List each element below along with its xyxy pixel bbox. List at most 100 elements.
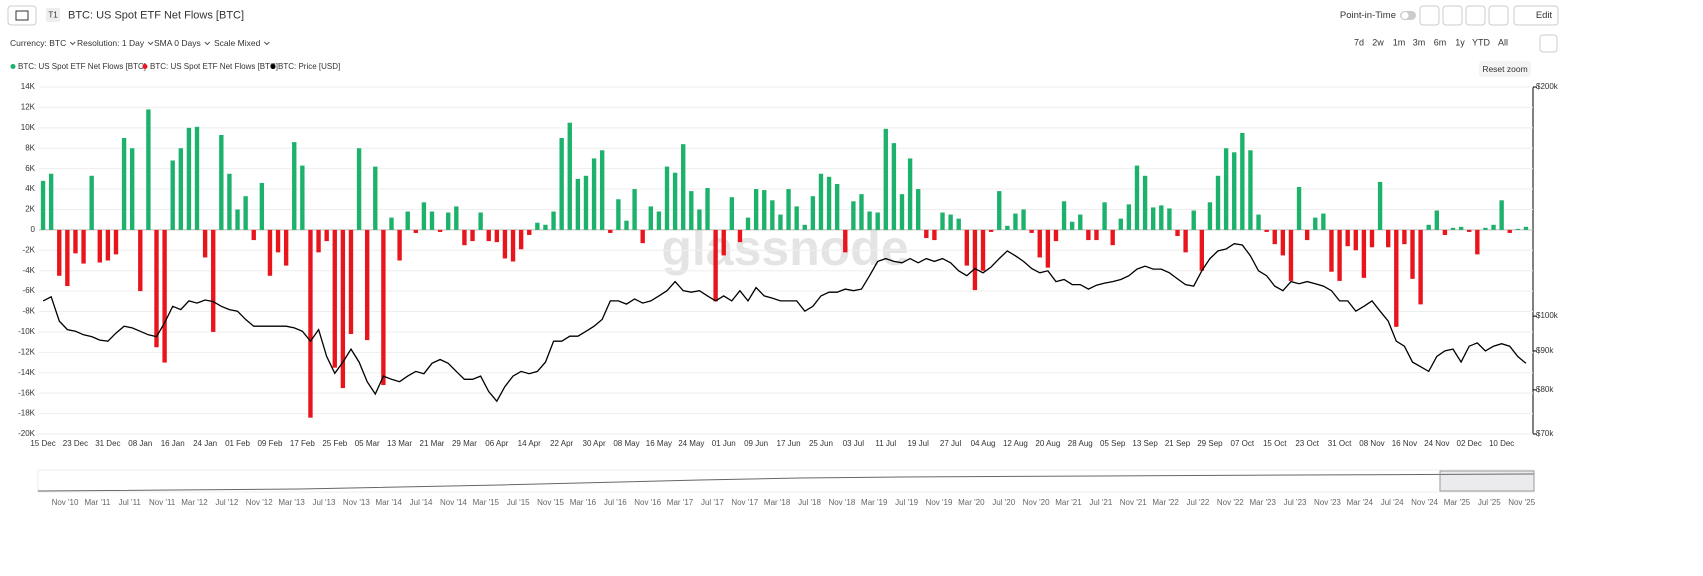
bar xyxy=(1442,229,1448,235)
bar xyxy=(1475,229,1480,255)
bar xyxy=(875,212,880,230)
navigator-label: Mar '14 xyxy=(375,498,402,507)
range-button[interactable]: YTD xyxy=(1472,37,1491,47)
bar xyxy=(1394,229,1399,327)
range-button[interactable]: 1y xyxy=(1455,37,1465,47)
control-dropdown[interactable]: Resolution: 1 Day xyxy=(77,38,145,48)
share-button[interactable] xyxy=(1465,5,1486,26)
bar xyxy=(632,189,637,230)
navigator-label: Jul '22 xyxy=(1187,498,1210,507)
bar xyxy=(259,182,265,230)
bar xyxy=(834,183,840,230)
bar xyxy=(1069,221,1075,230)
range-button[interactable]: 6m xyxy=(1434,37,1447,47)
navigator-label: Jul '17 xyxy=(701,498,724,507)
range-button[interactable]: 2w xyxy=(1372,37,1384,47)
y2-tick-label: $100k xyxy=(1536,311,1559,320)
bar xyxy=(1207,202,1213,230)
bar xyxy=(721,229,726,256)
navigator-label: Nov '20 xyxy=(1023,498,1050,507)
bar xyxy=(97,229,102,263)
range-button[interactable]: 7d xyxy=(1354,37,1364,47)
edit-button[interactable] xyxy=(1513,5,1559,26)
legend-label[interactable]: BTC: US Spot ETF Net Flows [BTC] xyxy=(18,62,146,71)
bar xyxy=(681,144,686,230)
y-tick-label: -10K xyxy=(18,327,36,336)
reset-zoom-button[interactable] xyxy=(1479,61,1531,77)
y-tick-label: 8K xyxy=(25,143,35,152)
navigator-label: Jul '12 xyxy=(215,498,238,507)
y-tick-label: 12K xyxy=(21,103,36,112)
x-tick-label: 29 Mar xyxy=(452,439,477,448)
legend-label[interactable]: BTC: Price [USD] xyxy=(278,62,340,71)
bar xyxy=(1426,224,1431,230)
x-tick-label: 24 May xyxy=(678,439,704,448)
x-tick-label: 10 Dec xyxy=(1489,439,1514,448)
control-dropdown[interactable]: Scale Mixed xyxy=(214,38,261,48)
navigator-label: Mar '20 xyxy=(958,498,985,507)
x-tick-label: 30 Apr xyxy=(583,439,606,448)
bar xyxy=(1458,226,1464,230)
bar xyxy=(146,109,151,230)
legend-label[interactable]: BTC: US Spot ETF Net Flows [BTC] xyxy=(150,62,278,71)
bar xyxy=(1361,229,1367,278)
navigator-label: Jul '21 xyxy=(1089,498,1112,507)
bar xyxy=(599,150,605,230)
bar xyxy=(648,206,653,230)
control-dropdown[interactable]: SMA 0 Days xyxy=(154,38,201,48)
x-tick-label: 28 Aug xyxy=(1068,439,1093,448)
navigator-label: Nov '19 xyxy=(926,498,953,507)
bar xyxy=(867,211,872,230)
calendar-button[interactable] xyxy=(1539,34,1558,53)
point-in-time-label: Point-in-Time xyxy=(1340,10,1396,21)
x-tick-label: 04 Aug xyxy=(971,439,996,448)
sidebar-button[interactable] xyxy=(7,5,37,26)
star-button[interactable] xyxy=(1419,5,1440,26)
bar xyxy=(478,212,483,230)
x-tick-label: 23 Oct xyxy=(1295,439,1319,448)
control-dropdown[interactable]: Currency: BTC xyxy=(10,38,66,48)
navigator-label: Jul '23 xyxy=(1284,498,1307,507)
bar xyxy=(1507,229,1512,233)
navigator-label: Mar '23 xyxy=(1249,498,1276,507)
range-button[interactable]: 1m xyxy=(1393,37,1406,47)
bar xyxy=(737,229,743,243)
y-tick-label: -20K xyxy=(18,429,36,438)
bar xyxy=(1175,229,1180,237)
bar xyxy=(997,191,1002,230)
y-tick-label: -14K xyxy=(18,368,36,377)
navigator-window[interactable] xyxy=(1439,470,1535,492)
x-tick-label: 31 Dec xyxy=(95,439,120,448)
navigator-label: Mar '12 xyxy=(181,498,208,507)
bar xyxy=(640,229,645,244)
bar xyxy=(373,166,378,230)
bar xyxy=(1288,229,1294,281)
bar xyxy=(551,211,556,230)
bar xyxy=(1296,187,1302,230)
navigator-label: Jul '19 xyxy=(895,498,918,507)
navigator-label: Mar '19 xyxy=(861,498,888,507)
alert-button[interactable] xyxy=(1442,5,1463,26)
x-tick-label: 13 Mar xyxy=(387,439,412,448)
range-button[interactable]: 3m xyxy=(1413,37,1426,47)
bar xyxy=(1523,226,1529,230)
x-tick-label: 08 Nov xyxy=(1359,439,1384,448)
range-button[interactable]: All xyxy=(1498,37,1508,47)
bar xyxy=(972,229,978,291)
bar xyxy=(891,143,897,230)
x-tick-label: 21 Mar xyxy=(420,439,445,448)
bar xyxy=(211,229,216,332)
navigator-label: Jul '25 xyxy=(1478,498,1501,507)
bar xyxy=(154,229,159,348)
bar xyxy=(1037,229,1042,258)
navigator-label: Mar '13 xyxy=(278,498,305,507)
copy-button[interactable] xyxy=(1488,5,1509,26)
bar xyxy=(1102,202,1107,230)
bar xyxy=(340,229,346,389)
bar xyxy=(267,229,273,276)
bar xyxy=(518,229,524,250)
bar xyxy=(89,175,94,230)
bar xyxy=(672,172,678,230)
bar xyxy=(883,128,888,230)
